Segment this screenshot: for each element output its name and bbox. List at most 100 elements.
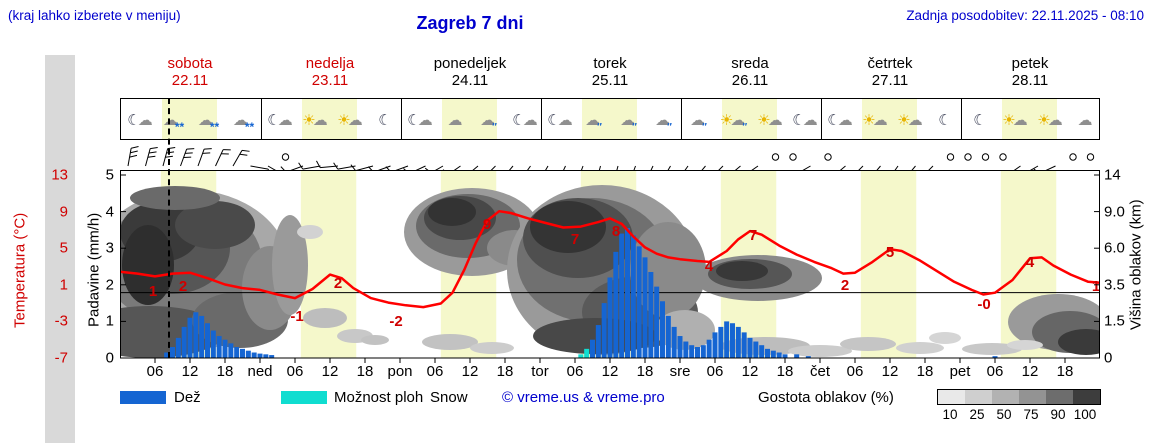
rain-icon: ′′ <box>632 121 637 133</box>
weather-icon: ☀ ☁ <box>296 99 331 141</box>
temp-tick: -3 <box>54 312 68 330</box>
shower-swatch <box>281 391 327 404</box>
cloud-icon: ☁ <box>347 112 363 129</box>
weather-icon: ☁ ′′ <box>471 99 506 141</box>
weather-icon: ☾ ☁ <box>121 99 156 141</box>
precip-tick: 0 <box>105 349 114 367</box>
cloud-tick: 9.0 <box>1104 203 1125 221</box>
svg-text:1: 1 <box>1092 278 1100 295</box>
x-axis-labels: 06 12 18 ned 06 12 18 pon 06 12 18 tor 06 12 18 sre 06 12… <box>0 363 1152 381</box>
moon-icon: ☾ <box>267 112 281 129</box>
cloud-icon: ☁ <box>417 112 433 129</box>
cloud-icon: ☁ <box>447 112 463 129</box>
cloud-density-ticks: 10 25 50 75 90 100 <box>937 407 1107 423</box>
x-axis-label: 18 <box>356 363 374 380</box>
weather-icon: ☾ <box>961 99 996 141</box>
sun-icon: ☀ <box>302 112 316 129</box>
rain-legend-label: Dež <box>174 389 201 406</box>
moon-icon: ☾ <box>973 112 987 129</box>
weather-icon: ☀ ☁ <box>891 99 926 141</box>
meteogram-chart: 1 2 -1 2 -2 9 7 8 4 7 2 5 -0 4 1 <box>120 170 1100 363</box>
cloud-tick: 14 <box>1104 166 1121 184</box>
sun-icon: ☀ <box>337 112 351 129</box>
x-axis-label: 06 <box>706 363 724 380</box>
cloud-icon: ☁ <box>730 112 745 129</box>
cloud-density-tick: 50 <box>996 407 1012 422</box>
cloud-icon: ☁ <box>907 112 923 129</box>
weather-icon: ☁ <box>436 99 471 141</box>
cloud-density-swatch <box>992 390 1019 404</box>
x-axis-label: 06 <box>286 363 304 380</box>
x-axis-label: 12 <box>181 363 199 380</box>
cloud-density-tick: 100 <box>1073 407 1097 422</box>
svg-text:2: 2 <box>334 275 342 292</box>
sun-icon: ☀ <box>757 112 771 129</box>
sun-icon: ☀ <box>1037 112 1051 129</box>
moon-icon: ☾ <box>938 112 952 129</box>
cloud-density-label: Gostota oblakov (%) <box>758 389 894 406</box>
x-axis-label: 12 <box>461 363 479 380</box>
x-axis-label: 18 <box>216 363 234 380</box>
weather-icon: ☁ ′′ <box>646 99 681 141</box>
svg-text:9: 9 <box>483 216 491 233</box>
cloud-icon: ☁ <box>837 112 853 129</box>
x-axis-label: 06 <box>146 363 164 380</box>
cloud-density-tick: 10 <box>942 407 958 422</box>
cloud-icon: ☁ <box>197 112 213 129</box>
precip-axis-label: Padavine (mm/h) <box>85 212 103 328</box>
precip-tick: 5 <box>105 166 114 184</box>
svg-text:4: 4 <box>705 258 714 275</box>
day-separator <box>961 99 962 139</box>
svg-text:7: 7 <box>749 227 757 244</box>
cloud-density-swatch <box>965 390 992 404</box>
moon-icon: ☾ <box>827 112 841 129</box>
moon-icon: ☾ <box>547 112 561 129</box>
temp-tick: 9 <box>59 203 68 221</box>
day-header-nedelja: nedelja 23.11 <box>305 55 355 89</box>
day-header-torek: torek 25.11 <box>591 55 629 89</box>
temp-tick: 13 <box>51 166 68 184</box>
daylight-band <box>161 99 218 139</box>
copyright-link[interactable]: © vreme.us & vreme.pro <box>502 389 665 406</box>
sun-icon: ☀ <box>719 112 734 129</box>
rain-icon: ′′ <box>597 121 602 133</box>
page-title: Zagreb 7 dni <box>416 13 524 33</box>
weather-icon: ☾ ☁ <box>261 99 296 141</box>
temp-tick: 1 <box>59 276 68 294</box>
svg-text:-2: -2 <box>389 313 402 330</box>
cloud-tick: 0 <box>1104 349 1113 367</box>
daylight-band <box>301 99 358 139</box>
cloud-icon: ☁ <box>655 112 670 129</box>
menu-hint: (kraj lahko izberete v meniju) <box>8 8 181 23</box>
cloud-tick: 1.5 <box>1104 312 1125 330</box>
weather-icon: ☁ ′′ <box>576 99 611 141</box>
cloud-icon: ☁ <box>767 112 783 129</box>
svg-text:1: 1 <box>149 283 157 300</box>
svg-text:8: 8 <box>612 223 620 240</box>
cloud-icon: ☁ <box>277 112 293 129</box>
cloud-tick: 3.5 <box>1104 276 1125 294</box>
x-axis-label: 18 <box>496 363 514 380</box>
weather-icons-row: ☾ ☁ ☁ ** ☁ ** ☁ ** ☾ ☁ ☀ ☁ ☀ ☁ ☾ ☾ ☁ ☁ ☁ ′′ ☾ ☁ ☾ ☁ ☁ ′′ ☁ ′′ ☁ ′′ ☁ ′′… <box>120 98 1100 140</box>
x-axis-label: 12 <box>321 363 339 380</box>
moon-icon: ☾ <box>407 112 421 129</box>
weather-icon: ☁ ** <box>226 99 261 141</box>
x-axis-label: 18 <box>776 363 794 380</box>
weather-icon: ☀ ☁ <box>331 99 366 141</box>
rain-icon: ′′ <box>492 121 497 133</box>
svg-text:4: 4 <box>1026 254 1035 271</box>
cloud-density-tick: 25 <box>969 407 985 422</box>
moon-icon: ☾ <box>127 112 141 129</box>
snow-icon: ** <box>209 120 220 134</box>
svg-text:7: 7 <box>571 231 579 248</box>
x-axis-label: tor <box>531 363 549 380</box>
cloud-icon: ☁ <box>480 112 495 129</box>
precip-tick: 1 <box>105 312 114 330</box>
cloud-axis-label: Višina oblakov (km) <box>1127 199 1145 331</box>
precip-tick: 3 <box>105 239 114 257</box>
moon-icon: ☾ <box>792 112 806 129</box>
x-axis-label: 18 <box>636 363 654 380</box>
day-separator <box>261 99 262 139</box>
x-axis-label: sre <box>669 363 691 380</box>
weather-icon: ☾ ☁ <box>786 99 821 141</box>
